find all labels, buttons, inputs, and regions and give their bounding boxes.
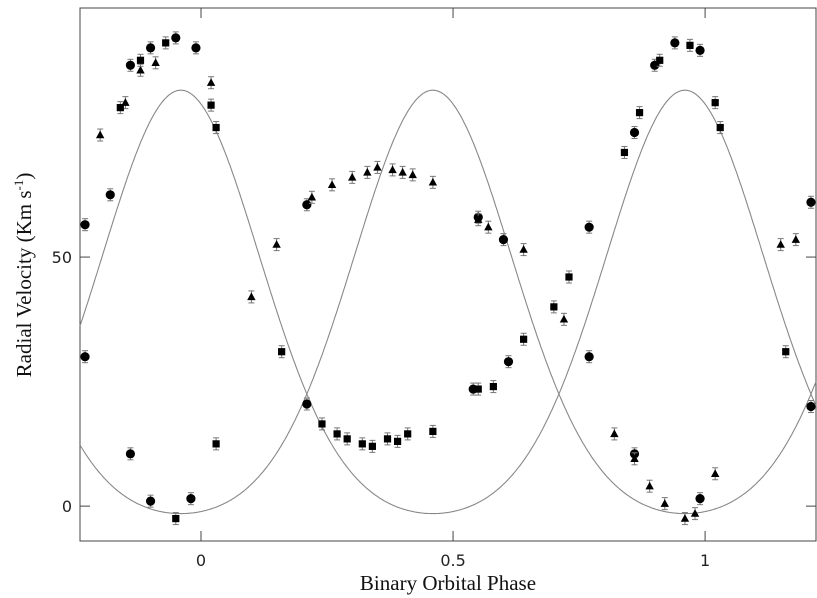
y-tick-label: 0 [62, 497, 72, 516]
data-point-triangle [95, 128, 105, 142]
data-point-triangle [348, 170, 357, 184]
data-point-square [333, 427, 341, 441]
data-point-triangle [373, 160, 382, 174]
data-point-triangle [791, 233, 801, 247]
data-point-triangle [690, 507, 700, 521]
data-point-triangle [660, 497, 669, 511]
data-point-square [716, 121, 724, 135]
data-point-circle [498, 233, 509, 247]
y-axis-title-main: Radial Velocity (Km s [12, 191, 36, 378]
data-point-triangle [247, 290, 256, 304]
data-point-circle [105, 188, 115, 202]
data-point-circle [584, 220, 594, 234]
data-point-square [474, 382, 482, 396]
data-point-circle [302, 397, 312, 411]
data-point-triangle [630, 452, 639, 466]
data-point-circle [125, 58, 136, 72]
data-point-square [278, 345, 286, 359]
data-point-square [404, 427, 412, 441]
y-tick-label: 50 [52, 248, 72, 267]
y-axis-title: Radial Velocity (Km s-1) [11, 173, 36, 378]
data-point-circle [503, 355, 514, 369]
data-point-triangle [307, 190, 317, 204]
data-points [80, 31, 816, 526]
data-point-square [116, 101, 124, 115]
model-curves [79, 89, 817, 515]
data-point-triangle [710, 467, 720, 481]
data-point-triangle [327, 178, 337, 192]
data-point-square [429, 424, 437, 438]
data-point-triangle [272, 238, 281, 252]
data-point-triangle [363, 165, 372, 179]
data-point-triangle [408, 168, 417, 182]
data-point-circle [145, 494, 156, 508]
model-curve-2 [79, 89, 817, 515]
data-point-triangle [610, 427, 619, 441]
data-point-square [635, 106, 644, 120]
data-point-triangle [559, 312, 569, 326]
data-point-circle [806, 195, 816, 209]
data-point-circle [695, 43, 705, 57]
data-point-square [318, 417, 326, 431]
data-point-circle [80, 350, 90, 364]
data-point-circle [302, 198, 312, 212]
data-point-triangle [428, 175, 438, 189]
x-tick-label: 0 [196, 551, 206, 570]
data-point-triangle [680, 512, 690, 526]
model-curve-1 [79, 89, 817, 515]
data-point-square [686, 38, 694, 52]
data-point-square [358, 437, 366, 451]
data-point-circle [125, 447, 136, 461]
data-point-square [162, 36, 170, 50]
y-axis-title-end: ) [12, 173, 36, 180]
data-point-triangle [474, 213, 483, 227]
data-point-circle [80, 218, 90, 232]
data-point-square [207, 98, 215, 112]
data-point-circle [145, 41, 156, 55]
data-point-square [368, 439, 376, 453]
axis-ticks: 0 0.5 1 0 50 [52, 8, 816, 570]
data-point-square [782, 345, 790, 359]
data-point-triangle [151, 56, 160, 70]
data-point-square [565, 270, 573, 284]
data-point-circle [191, 41, 201, 55]
data-point-circle [171, 31, 181, 45]
data-point-triangle [519, 243, 528, 257]
data-point-circle [186, 492, 196, 506]
x-tick-label: 0.5 [440, 551, 465, 570]
data-point-triangle [398, 165, 407, 179]
data-point-square [383, 432, 392, 446]
plot-frame [79, 7, 817, 542]
data-point-square [520, 332, 528, 346]
data-point-triangle [121, 96, 130, 110]
data-point-square [550, 300, 558, 314]
data-point-circle [584, 350, 594, 364]
x-tick-label: 1 [700, 551, 710, 570]
data-point-square [212, 121, 220, 135]
data-point-square [343, 432, 351, 446]
data-point-triangle [484, 220, 493, 234]
data-point-triangle [645, 479, 654, 493]
data-point-circle [629, 126, 640, 140]
data-point-square [212, 437, 220, 451]
data-point-circle [806, 400, 816, 414]
data-point-square [172, 512, 180, 526]
data-point-square [489, 380, 497, 394]
x-axis-title: Binary Orbital Phase [360, 571, 536, 595]
data-point-triangle [388, 163, 397, 177]
data-point-square [393, 434, 402, 448]
data-point-triangle [776, 238, 785, 252]
data-point-square [711, 96, 719, 110]
data-point-square [656, 53, 664, 67]
data-point-circle [670, 36, 680, 50]
data-point-square [620, 145, 629, 159]
y-axis-title-superscript: -1 [11, 180, 26, 191]
data-point-triangle [206, 76, 216, 90]
data-point-square [136, 53, 145, 67]
data-point-circle [695, 492, 705, 506]
